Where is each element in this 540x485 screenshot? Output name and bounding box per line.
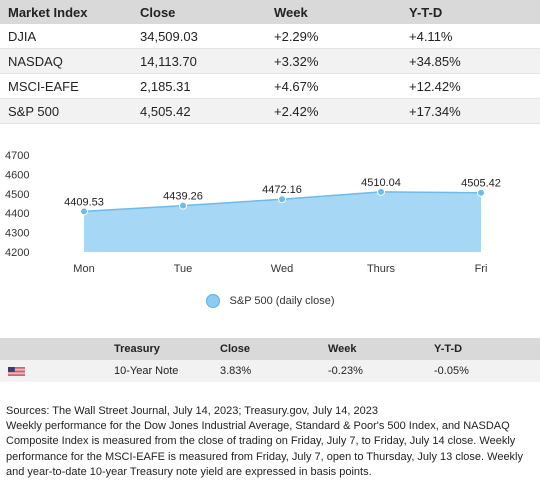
data-label: 4409.53 (64, 196, 104, 208)
header-close: Close (220, 343, 250, 355)
table-row: NASDAQ 14,113.70 +3.32% +34.85% (0, 49, 540, 74)
row-index-name: DJIA (8, 28, 37, 44)
table-row: DJIA 34,509.03 +2.29% +4.11% (0, 24, 540, 49)
row-ytd: +12.42% (409, 78, 461, 94)
y-tick-label: 4600 (5, 169, 29, 181)
legend-label: S&P 500 (daily close) (229, 295, 335, 307)
data-point (377, 187, 385, 196)
data-label: 4505.42 (461, 178, 501, 190)
row-ytd: +34.85% (409, 53, 461, 69)
data-point (477, 188, 485, 197)
header-ytd: Y-T-D (434, 343, 463, 355)
y-tick-label: 4400 (5, 208, 29, 220)
y-tick-label: 4200 (5, 247, 29, 259)
x-tick-label: Mon (73, 263, 94, 275)
header-ytd: Y-T-D (409, 4, 443, 20)
us-flag-cell (0, 366, 114, 377)
sources-line: Sources: The Wall Street Journal, July 1… (6, 405, 378, 417)
header-week: Week (274, 4, 308, 20)
market-table-header: Market Index Close Week Y-T-D (0, 0, 540, 24)
x-tick-label: Wed (271, 263, 293, 275)
legend-swatch (205, 294, 220, 308)
row-week: +2.29% (274, 28, 319, 44)
table-row: MSCI-EAFE 2,185.31 +4.67% +12.42% (0, 74, 540, 99)
x-tick-label: Thurs (367, 263, 396, 275)
chart-legend: S&P 500 (daily close) (0, 292, 540, 310)
x-tick-label: Fri (475, 263, 488, 275)
table-row: 10-Year Note 3.83% -0.23% -0.05% (0, 360, 540, 382)
row-ytd: +17.34% (409, 103, 461, 119)
header-market-index: Market Index (8, 4, 88, 20)
header-week: Week (328, 343, 357, 355)
row-close: 4,505.42 (140, 103, 191, 119)
treasury-week: -0.23% (328, 365, 363, 377)
row-index-name: NASDAQ (8, 53, 63, 69)
data-label: 4439.26 (163, 191, 203, 203)
row-index-name: MSCI-EAFE (8, 78, 79, 94)
header-close: Close (140, 4, 176, 20)
sp500-area-chart: 4700 4600 4500 4400 4300 4200 4409.53 4439.26 44… (0, 148, 540, 283)
data-point (80, 207, 88, 216)
row-close: 2,185.31 (140, 78, 191, 94)
data-point (278, 195, 286, 204)
treasury-ytd: -0.05% (434, 365, 469, 377)
row-ytd: +4.11% (409, 28, 453, 44)
treasury-table-header: Treasury Close Week Y-T-D (0, 338, 540, 360)
data-label: 4510.04 (361, 177, 401, 189)
methodology-note: Weekly performance for the Dow Jones Ind… (6, 420, 523, 478)
us-flag-icon (8, 366, 25, 376)
row-index-name: S&P 500 (8, 103, 60, 119)
row-week: +2.42% (274, 103, 319, 119)
y-tick-label: 4700 (5, 150, 29, 162)
row-close: 14,113.70 (140, 53, 197, 69)
y-tick-label: 4500 (5, 189, 29, 201)
chart-canvas: 4700 4600 4500 4400 4300 4200 4409.53 4439.26 44… (5, 150, 501, 275)
treasury-close: 3.83% (220, 365, 252, 377)
market-index-table: Market Index Close Week Y-T-D DJIA 34,50… (0, 0, 540, 124)
data-label: 4472.16 (262, 184, 302, 196)
row-close: 34,509.03 (140, 28, 198, 44)
data-point (179, 201, 187, 210)
footnotes: Sources: The Wall Street Journal, July 1… (6, 404, 536, 480)
y-tick-label: 4300 (5, 228, 29, 240)
treasury-name: 10-Year Note (114, 365, 179, 377)
header-treasury: Treasury (114, 343, 160, 355)
row-week: +4.67% (274, 78, 319, 94)
treasury-table: Treasury Close Week Y-T-D 10-Year Note 3… (0, 338, 540, 382)
x-tick-label: Tue (174, 263, 193, 275)
table-row: S&P 500 4,505.42 +2.42% +17.34% (0, 99, 540, 124)
row-week: +3.32% (274, 53, 319, 69)
